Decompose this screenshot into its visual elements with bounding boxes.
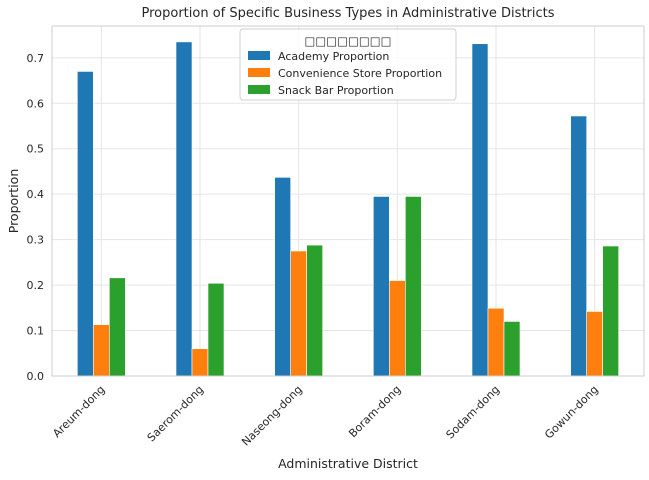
y-axis-label: Proportion [6, 169, 21, 234]
x-axis-label: Administrative District [278, 456, 418, 471]
legend-swatch [248, 51, 270, 60]
legend-label: Convenience Store Proportion [278, 67, 442, 80]
bar-gowun-dong-2 [602, 245, 619, 377]
chart-title: Proportion of Specific Business Types in… [141, 6, 554, 21]
legend-label: Academy Proportion [278, 50, 389, 63]
x-tick-label: Saerom-dong [145, 383, 206, 444]
bar-boram-dong-2 [405, 196, 422, 377]
bar-sodam-dong-1 [487, 307, 505, 377]
y-tick-label: 0.4 [27, 188, 45, 201]
y-tick-label: 0.7 [27, 52, 45, 65]
x-tick-label: Naseong-dong [239, 383, 305, 449]
bar-sodam-dong-2 [503, 321, 521, 377]
legend-label: Snack Bar Proportion [278, 84, 394, 97]
bar-areum-dong-2 [109, 277, 126, 377]
bar-areum-dong-0 [77, 71, 94, 377]
bar-naseong-dong-1 [290, 250, 307, 377]
bar-naseong-dong-2 [306, 244, 323, 377]
legend-box [239, 28, 457, 101]
bar-saerom-dong-0 [175, 41, 193, 377]
bar-boram-dong-1 [389, 280, 406, 377]
y-tick-label: 0.2 [27, 279, 45, 292]
bar-gowun-dong-1 [586, 311, 603, 377]
bar-saerom-dong-2 [207, 282, 225, 377]
x-tick-label: Gowun-dong [542, 383, 601, 442]
bar-saerom-dong-1 [191, 348, 209, 377]
y-tick-label: 0.0 [27, 370, 45, 383]
y-tick-label: 0.5 [27, 143, 45, 156]
x-tick-label: Areum-dong [50, 383, 107, 440]
legend-title: □□□□□□□□ [305, 34, 392, 48]
x-tick-labels: Areum-dong Saerom-dong Naseong-dong Boram-d… [50, 383, 601, 449]
legend-swatch [248, 68, 270, 77]
x-tick-label: Sodam-dong [444, 383, 503, 442]
bar-gowun-dong-0 [570, 115, 587, 377]
y-tick-label: 0.6 [27, 97, 45, 110]
y-tick-labels: 0.0 0.1 0.2 0.3 0.4 0.5 0.6 0.7 [27, 52, 45, 383]
bar-boram-dong-0 [373, 196, 390, 377]
legend-swatch [248, 85, 270, 94]
plot-frame [51, 25, 645, 377]
bars-group [77, 41, 619, 377]
bar-sodam-dong-0 [471, 43, 489, 377]
bar-areum-dong-1 [93, 324, 110, 377]
legend: □□□□□□□□ Academy Proportion Convenience S… [239, 28, 457, 101]
y-tick-label: 0.1 [27, 325, 45, 338]
x-tick-label: Boram-dong [346, 383, 403, 440]
y-tick-label: 0.3 [27, 234, 45, 247]
bar-naseong-dong-0 [274, 177, 291, 377]
